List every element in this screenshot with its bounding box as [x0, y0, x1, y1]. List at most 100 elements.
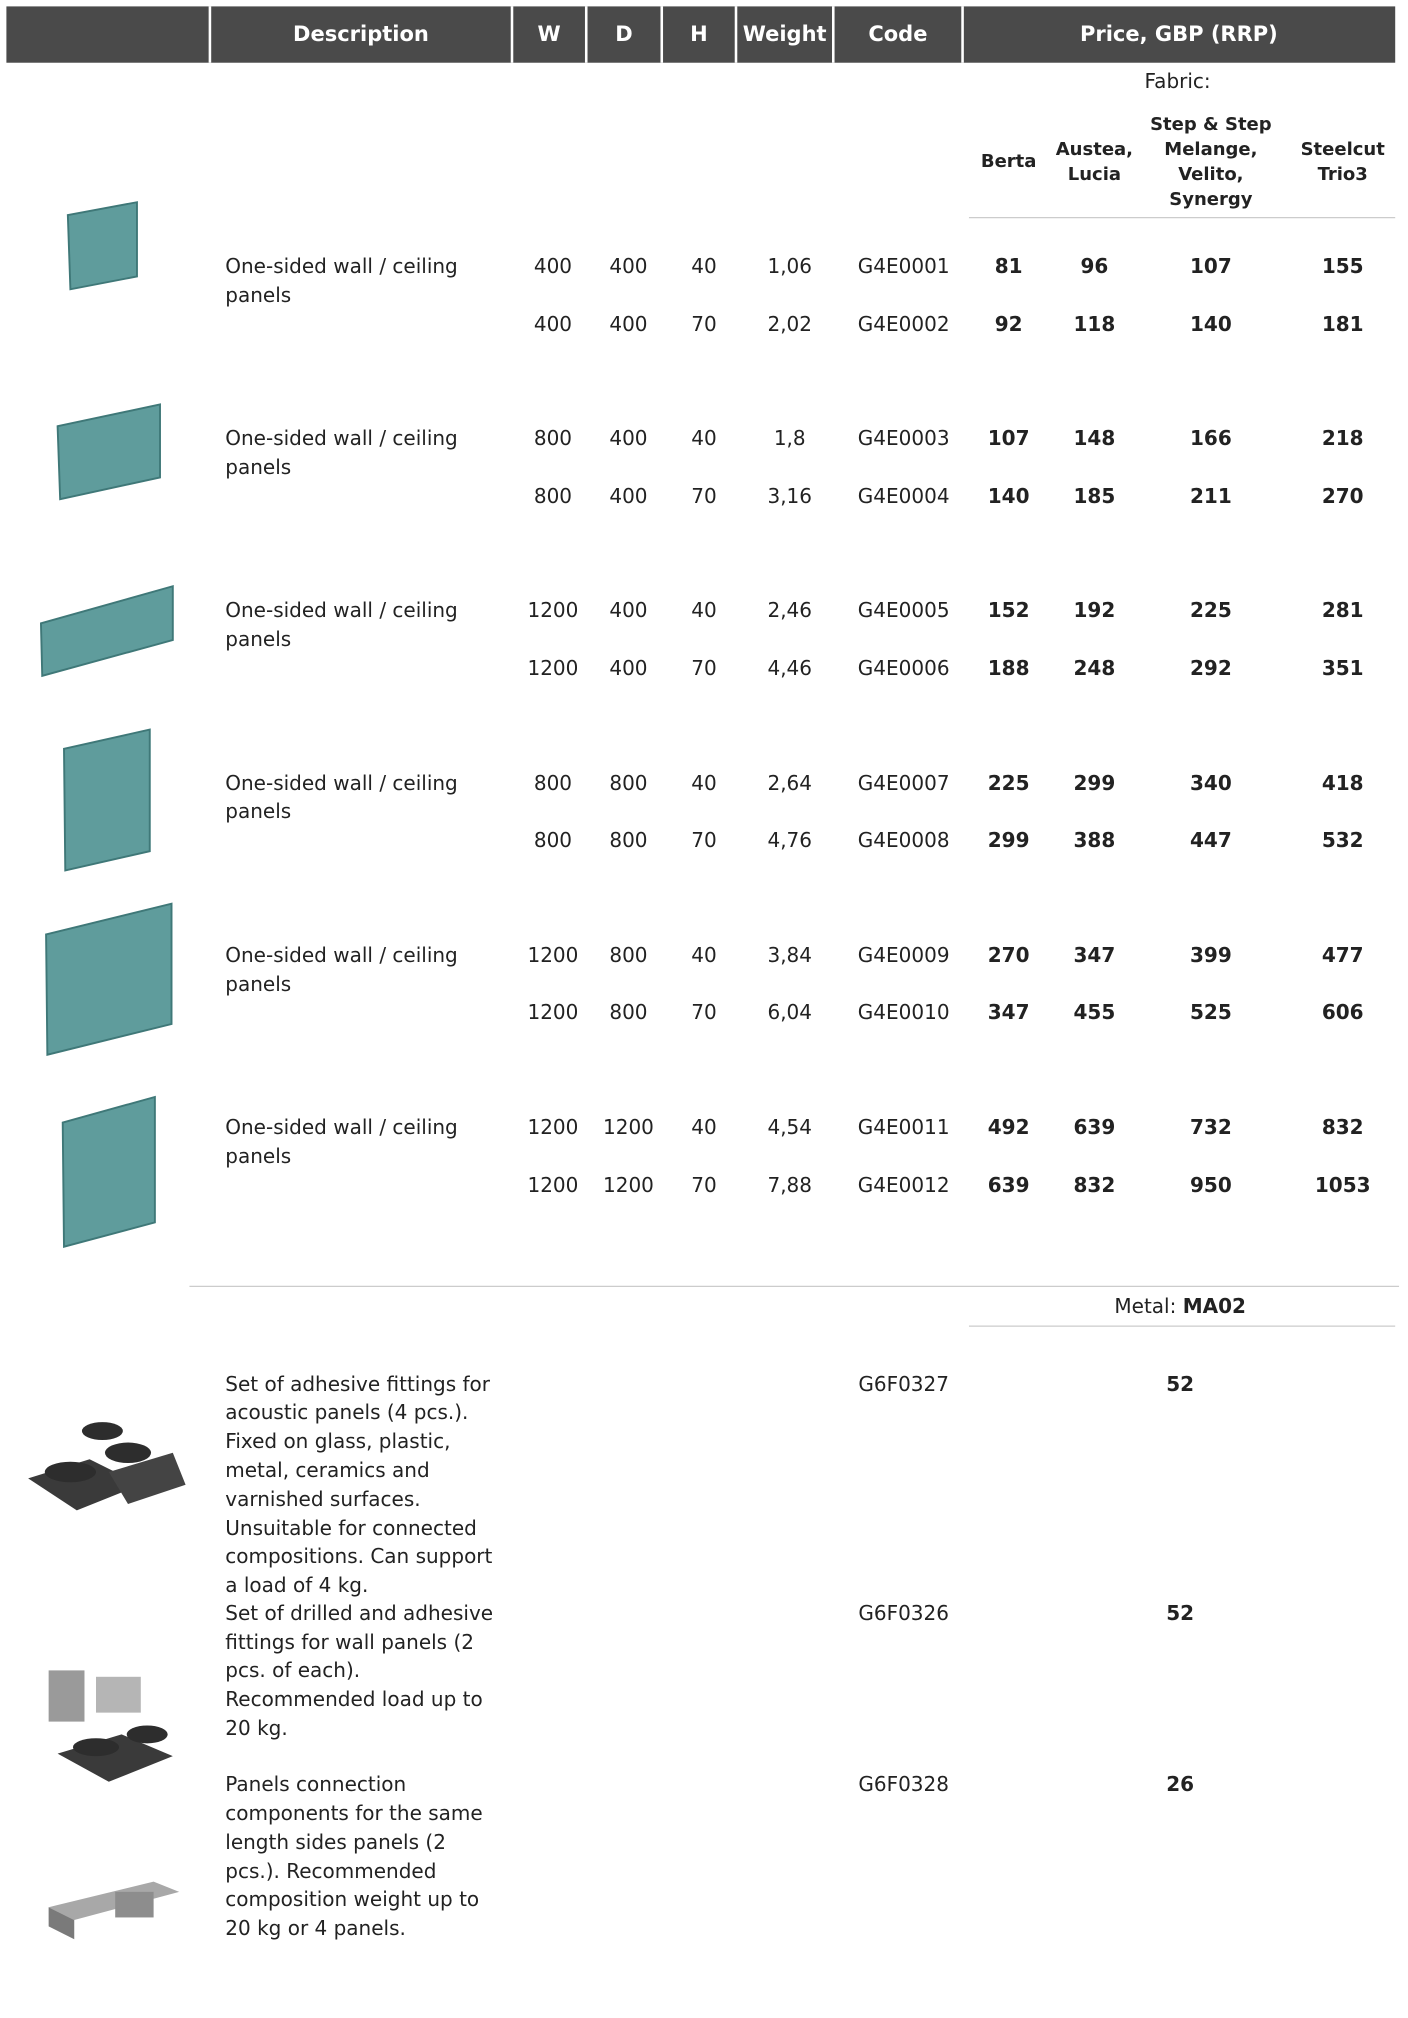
cell-d: 1200	[603, 1114, 654, 1139]
cell-h: 70	[691, 483, 717, 508]
panel-description: One-sided wall / ceiling panels	[225, 426, 458, 480]
cell-h: 70	[691, 656, 717, 681]
metal-label-text: Metal:	[1114, 1293, 1183, 1318]
accessory-code: G6F0328	[858, 1772, 949, 1797]
price: 351	[1321, 656, 1364, 681]
price: 152	[987, 598, 1030, 623]
cell-code: G4E0003	[857, 426, 950, 451]
price: 639	[987, 1172, 1030, 1197]
cell-w: 800	[533, 426, 573, 451]
price: 388	[1073, 828, 1116, 853]
cell-weight: 4,46	[767, 656, 812, 681]
cell-code: G4E0004	[857, 483, 950, 508]
cell-w: 400	[533, 311, 573, 336]
price: 1053	[1314, 1172, 1371, 1197]
header-cell: D	[615, 22, 633, 47]
cell-weight: 4,54	[767, 1114, 812, 1139]
accessory-price: 52	[1166, 1371, 1195, 1396]
cell-weight: 3,16	[767, 483, 812, 508]
price: 118	[1073, 311, 1116, 336]
metal-label: Metal: MA02	[1052, 1292, 1308, 1321]
price: 140	[1189, 311, 1232, 336]
cell-w: 1200	[527, 656, 579, 681]
cell-h: 40	[691, 598, 717, 623]
cell-w: 1200	[527, 1172, 579, 1197]
price: 218	[1321, 426, 1364, 451]
price: 299	[987, 828, 1030, 853]
header-bar	[6, 6, 1396, 63]
cell-code: G4E0009	[857, 942, 950, 967]
price: 192	[1073, 598, 1116, 623]
price: 340	[1189, 770, 1232, 795]
price: 270	[987, 942, 1030, 967]
cell-weight: 1,06	[767, 254, 812, 279]
cell-weight: 7,88	[767, 1172, 812, 1197]
cell-code: G4E0008	[857, 828, 950, 853]
price: 140	[987, 483, 1030, 508]
cell-h: 70	[691, 1172, 717, 1197]
header-cell: Price, GBP (RRP)	[1079, 22, 1278, 47]
cell-w: 1200	[527, 598, 579, 623]
cell-d: 400	[609, 598, 648, 623]
price: 81	[994, 254, 1023, 279]
cell-d: 800	[609, 942, 648, 967]
price: 532	[1321, 828, 1364, 853]
price: 185	[1073, 483, 1116, 508]
accessory-code: G6F0327	[858, 1371, 949, 1396]
cell-weight: 1,8	[773, 426, 806, 451]
cell-d: 400	[609, 254, 648, 279]
cell-w: 400	[533, 254, 573, 279]
price: 225	[1189, 598, 1232, 623]
price: 732	[1189, 1114, 1232, 1139]
fabric-column: Berta	[980, 151, 1037, 173]
cell-code: G4E0011	[857, 1114, 950, 1139]
accessory-code: G6F0326	[858, 1600, 949, 1625]
panel-description: One-sided wall / ceiling panels	[225, 770, 458, 824]
price: 299	[1073, 770, 1116, 795]
cell-w: 800	[533, 828, 573, 853]
price: 455	[1073, 1000, 1116, 1025]
price: 225	[987, 770, 1030, 795]
header-cell: W	[537, 22, 561, 47]
price: 270	[1321, 483, 1364, 508]
price: 281	[1321, 598, 1364, 623]
cell-w: 1200	[527, 1114, 579, 1139]
cell-code: G4E0007	[857, 770, 950, 795]
cell-code: G4E0012	[857, 1172, 950, 1197]
header-separators	[208, 6, 964, 63]
accessory-price: 26	[1166, 1772, 1195, 1797]
fabric-label: Fabric:	[1144, 68, 1211, 93]
price: 96	[1080, 254, 1109, 279]
header-cell: Description	[293, 22, 429, 47]
cell-code: G4E0006	[857, 656, 950, 681]
price: 166	[1189, 426, 1232, 451]
price: 188	[987, 656, 1030, 681]
price: 606	[1321, 1000, 1364, 1025]
cell-w: 800	[533, 483, 573, 508]
cell-weight: 2,46	[767, 598, 812, 623]
cell-h: 70	[691, 1000, 717, 1025]
price: 347	[987, 1000, 1030, 1025]
cell-d: 400	[609, 311, 648, 336]
cell-d: 800	[609, 1000, 648, 1025]
fabric-column: Austea, Lucia	[1055, 138, 1134, 185]
fabric-column: Step & Step Melange, Velito, Synergy	[1150, 113, 1272, 210]
cell-d: 400	[609, 483, 648, 508]
cell-weight: 2,02	[767, 311, 812, 336]
cell-d: 800	[609, 770, 648, 795]
header-cell: Weight	[742, 22, 827, 47]
cell-d: 800	[609, 828, 648, 853]
panel-images	[39, 201, 174, 1248]
cell-d: 400	[609, 656, 648, 681]
price: 148	[1073, 426, 1116, 451]
cell-code: G4E0005	[857, 598, 950, 623]
cell-h: 40	[691, 1114, 717, 1139]
cell-weight: 3,84	[767, 942, 812, 967]
price: 211	[1189, 483, 1232, 508]
accessory-description: Panels connection components for the sam…	[225, 1772, 483, 1941]
panel-description: One-sided wall / ceiling panels	[225, 1114, 458, 1168]
price: 832	[1073, 1172, 1116, 1197]
price: 347	[1073, 942, 1116, 967]
header-cell: Code	[868, 22, 928, 47]
